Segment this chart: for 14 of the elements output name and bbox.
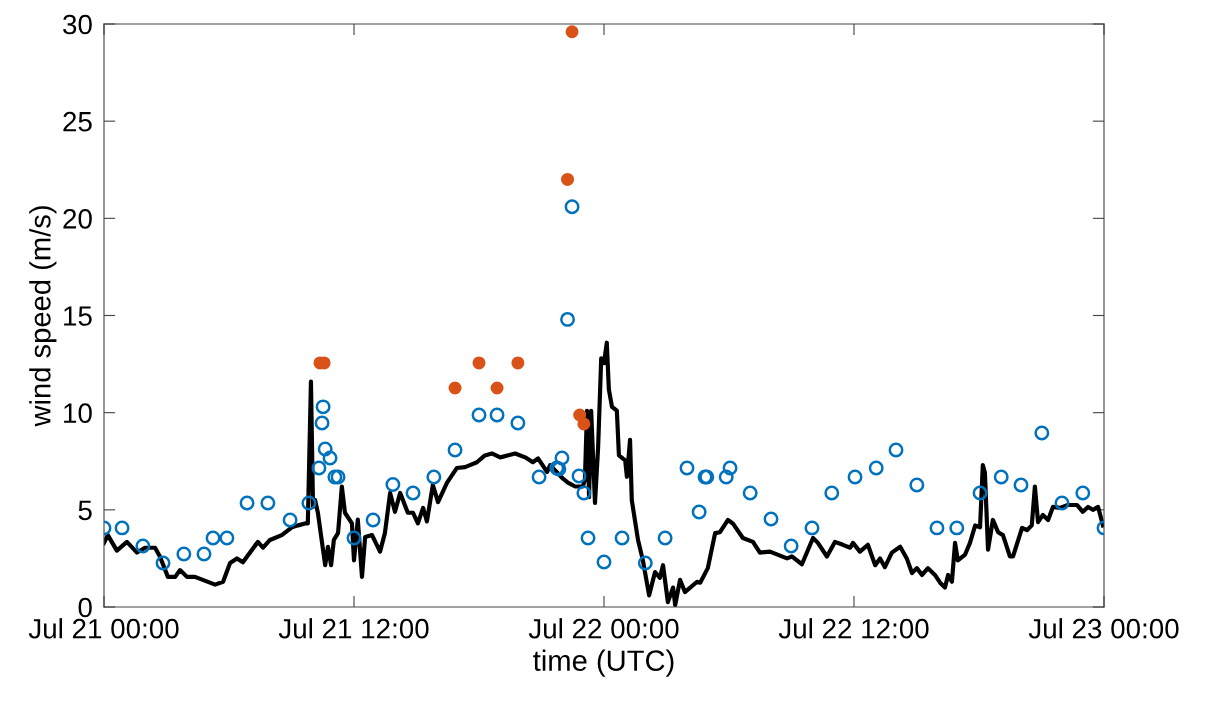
x-tick-label: Jul 22 12:00 — [778, 618, 929, 639]
y-tick-label: 25 — [63, 111, 92, 132]
x-axis-title: time (UTC) — [533, 649, 674, 677]
y-tick-label: 30 — [63, 14, 92, 35]
y-tick-label: 5 — [78, 500, 92, 521]
y-tick-label: 20 — [63, 209, 92, 229]
y-tick-label: 10 — [64, 403, 92, 424]
y-axis-title: wind speed (m/s) — [29, 206, 57, 427]
x-tick-label: Jul 21 12:00 — [278, 618, 429, 639]
x-tick-label: Jul 23 00:00 — [1028, 618, 1179, 639]
y-tick-label: 15 — [64, 306, 92, 326]
y-tick-label: 0 — [78, 597, 92, 618]
x-tick-label: Jul 22 00:00 — [528, 618, 679, 639]
x-tick-label: Jul 21 00:00 — [28, 618, 179, 639]
